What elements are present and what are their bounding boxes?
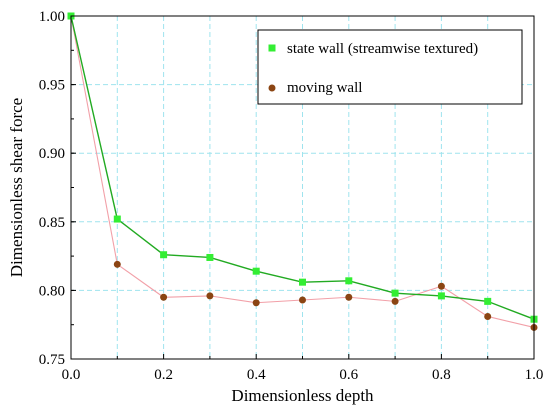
y-tick-label: 0.85	[39, 215, 65, 231]
moving-wall-point	[484, 312, 492, 320]
moving-wall-point	[299, 296, 306, 304]
state-wall-point	[437, 292, 445, 300]
x-tick-label: 0.0	[62, 367, 81, 383]
moving-wall-point	[113, 260, 121, 268]
legend-circle-marker	[268, 84, 276, 92]
x-axis-ticks: 0.0 0.2 0.4 0.6 0.8 1.0	[62, 354, 544, 383]
y-tick-label: 1.00	[39, 9, 65, 25]
legend-box	[257, 29, 523, 105]
state-wall-point	[345, 277, 353, 285]
y-tick-label: 0.80	[39, 283, 65, 299]
state-wall-point	[160, 251, 168, 259]
y-tick-label: 0.95	[39, 78, 65, 94]
y-tick-label: 0.75	[39, 352, 65, 368]
x-tick-label: 0.4	[247, 367, 266, 383]
legend: state wall (streamwise textured) moving …	[257, 29, 523, 105]
legend-item-moving-wall: moving wall	[268, 80, 362, 96]
x-tick-label: 1.0	[525, 367, 544, 383]
moving-wall-point	[437, 282, 445, 290]
moving-wall-point	[345, 293, 353, 301]
y-axis-title: Dimensionless shear force	[7, 98, 26, 277]
x-axis-title: Dimensionless depth	[231, 386, 374, 405]
moving-wall-point	[252, 299, 260, 307]
state-wall-point	[252, 267, 260, 275]
moving-wall-point	[206, 292, 214, 300]
legend-label-state-wall: state wall (streamwise textured)	[287, 41, 478, 57]
moving-wall-point	[160, 293, 168, 301]
series-lines	[67, 12, 538, 331]
plot-frame	[70, 15, 535, 360]
state-wall-point	[299, 278, 306, 286]
x-tick-label: 0.8	[432, 367, 451, 383]
state-wall-point	[206, 253, 214, 261]
legend-label-moving-wall: moving wall	[287, 80, 362, 96]
state-wall-point	[484, 297, 492, 305]
y-axis-ticks: 0.75 0.80 0.85 0.90 0.95 1.00	[39, 9, 76, 368]
y-tick-label: 0.90	[39, 146, 65, 162]
x-tick-label: 0.6	[339, 367, 358, 383]
legend-square-marker	[268, 44, 276, 52]
state-wall-point	[113, 215, 121, 223]
legend-item-state-wall: state wall (streamwise textured)	[268, 41, 478, 57]
x-tick-label: 0.2	[154, 367, 173, 383]
state-wall-point	[391, 289, 399, 297]
moving-wall-point	[391, 297, 399, 305]
